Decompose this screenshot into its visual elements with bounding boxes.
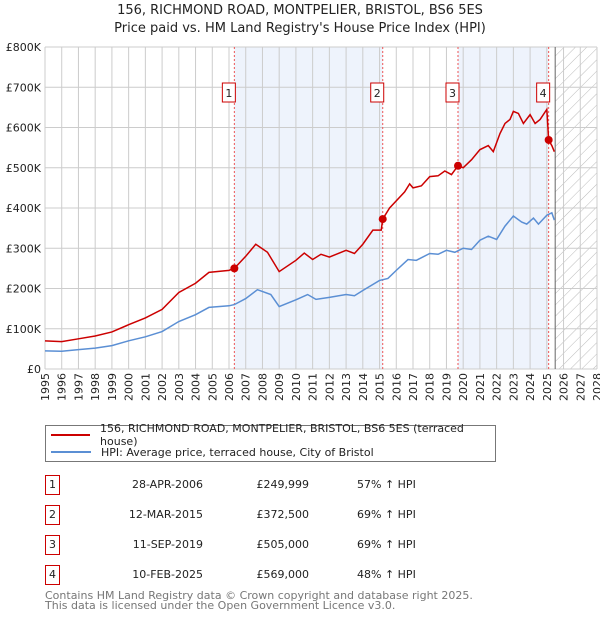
x-tick-label: 2014 (357, 373, 370, 401)
legend-swatch-property (51, 434, 91, 436)
sale-row: 2 12-MAR-2015 £372,500 69% ↑ HPI (45, 505, 495, 525)
sale-point (378, 215, 387, 224)
sale-point (453, 161, 462, 170)
legend-label-property: 156, RICHMOND ROAD, MONTPELIER, BRISTOL,… (100, 422, 464, 448)
x-tick-label: 2006 (223, 373, 236, 401)
x-tick-label: 1995 (39, 373, 52, 401)
sale-number: 3 (45, 535, 60, 555)
x-tick-label: 2007 (240, 373, 253, 401)
x-tick-label: 2022 (491, 373, 504, 401)
sale-date: 28-APR-2006 (131, 478, 203, 491)
x-tick-label: 2019 (440, 373, 453, 401)
sale-label-box (445, 82, 460, 103)
x-tick-label: 2020 (457, 373, 470, 401)
chart-title: 156, RICHMOND ROAD, MONTPELIER, BRISTOL,… (117, 3, 483, 18)
x-tick-label: 2009 (273, 373, 286, 401)
sale-price: £249,999 (256, 478, 310, 491)
sale-label: 3 (449, 87, 456, 100)
x-tick-label: 2018 (424, 373, 437, 401)
x-tick-label: 2015 (374, 373, 387, 401)
x-tick-label: 2026 (558, 373, 571, 401)
sale-label: 1 (225, 87, 232, 100)
sale-point (230, 264, 239, 273)
x-tick-label: 2023 (507, 373, 520, 401)
plot-area: 1995 1996 1997 1998 1999 2000 2001 2002 2003 2004… (6, 41, 600, 401)
footer-line-1: Contains HM Land Registry data © Crown c… (45, 589, 473, 602)
y-tick-label: £0 (27, 363, 41, 376)
sale-number: 4 (45, 565, 60, 585)
footer-line-2: This data is licensed under the Open Gov… (45, 599, 396, 612)
x-tick-label: 2027 (574, 373, 587, 401)
sale-row: 1 28-APR-2006 £249,999 57% ↑ HPI (45, 475, 495, 495)
sale-price: £505,000 (256, 538, 310, 551)
x-tick-label: 2005 (206, 373, 219, 401)
x-tick-label: 2025 (541, 373, 554, 401)
y-tick-label: £700K (6, 81, 42, 94)
sale-label-box (536, 82, 551, 103)
x-tick-label: 2002 (156, 373, 169, 401)
y-tick-label: £400K (6, 202, 42, 215)
legend-label-hpi: HPI: Average price, terraced house, City… (101, 445, 374, 459)
x-tick-label: 2008 (256, 373, 269, 401)
x-tick-label: 2012 (323, 373, 336, 401)
sale-price: £569,000 (256, 568, 310, 581)
x-tick-label: 2016 (390, 373, 403, 401)
x-tick-label: 2004 (190, 373, 203, 401)
legend-swatch-hpi (51, 451, 91, 453)
x-tick-label: 2028 (591, 373, 600, 401)
sale-date: 12-MAR-2015 (128, 508, 203, 521)
x-tick-label: 1999 (106, 373, 119, 401)
hpi-line (44, 211, 556, 353)
x-tick-label: 1997 (72, 373, 85, 401)
sale-label: 2 (374, 87, 381, 100)
sale-hpi-change: 69% ↑ HPI (357, 508, 416, 521)
y-tick-label: £200K (6, 283, 42, 296)
sale-label-box (370, 82, 385, 103)
x-tick-label: 2003 (173, 373, 186, 401)
property-price-line (44, 107, 556, 343)
sale-date: 10-FEB-2025 (132, 568, 203, 581)
x-tick-label: 2013 (340, 373, 353, 401)
x-tick-label: 2010 (290, 373, 303, 401)
sale-hpi-change: 57% ↑ HPI (357, 478, 416, 491)
chart-subtitle: Price paid vs. HM Land Registry's House … (114, 21, 486, 36)
sale-number: 1 (45, 475, 60, 495)
x-tick-label: 2021 (474, 373, 487, 401)
y-tick-label: £600K (6, 122, 42, 135)
x-tick-label: 2011 (307, 373, 320, 401)
x-tick-label: 1996 (56, 373, 69, 401)
sale-date: 11-SEP-2019 (132, 538, 203, 551)
y-tick-label: £300K (6, 242, 42, 255)
sale-hpi-change: 48% ↑ HPI (357, 568, 416, 581)
legend: 156, RICHMOND ROAD, MONTPELIER, BRISTOL,… (45, 422, 496, 462)
y-tick-label: £500K (6, 162, 42, 175)
x-tick-label: 2024 (524, 373, 537, 401)
sale-point (544, 135, 553, 144)
y-tick-label: £800K (6, 41, 42, 54)
sale-row: 3 11-SEP-2019 £505,000 69% ↑ HPI (45, 535, 495, 555)
sale-price: £372,500 (256, 508, 310, 521)
y-tick-label: £100K (6, 323, 42, 336)
sale-row: 4 10-FEB-2025 £569,000 48% ↑ HPI (45, 565, 495, 585)
x-tick-label: 2000 (123, 373, 136, 401)
x-tick-label: 2017 (407, 373, 420, 401)
sale-number: 2 (45, 505, 60, 525)
sale-hpi-change: 69% ↑ HPI (357, 538, 416, 551)
x-tick-label: 1998 (89, 373, 102, 401)
sale-label: 4 (540, 87, 547, 100)
sale-label-box (221, 82, 236, 103)
x-tick-label: 2001 (139, 373, 152, 401)
